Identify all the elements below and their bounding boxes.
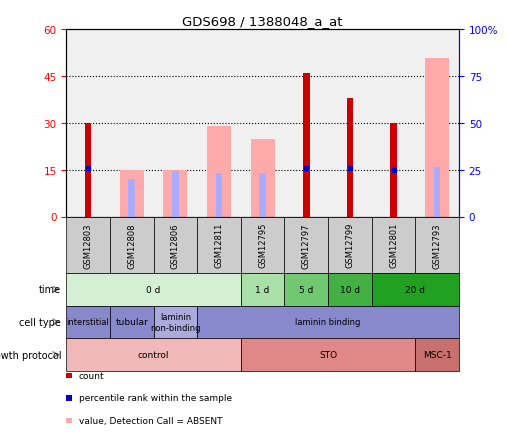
Bar: [425, 58, 448, 217]
Text: GSM12803: GSM12803: [83, 223, 93, 268]
Text: MSC-1: MSC-1: [422, 350, 450, 359]
Text: GSM12808: GSM12808: [127, 223, 136, 268]
Text: interstitial: interstitial: [67, 318, 109, 327]
Text: GSM12799: GSM12799: [345, 223, 354, 268]
Bar: [207, 127, 231, 217]
Text: GSM12801: GSM12801: [388, 223, 397, 268]
Bar: [259, 174, 265, 217]
Text: 1 d: 1 d: [255, 285, 269, 294]
Text: laminin binding: laminin binding: [295, 318, 360, 327]
Text: percentile rank within the sample: percentile rank within the sample: [78, 394, 231, 402]
Text: cell type: cell type: [19, 317, 61, 327]
Text: count: count: [78, 371, 104, 380]
Text: value, Detection Call = ABSENT: value, Detection Call = ABSENT: [78, 416, 221, 425]
Text: GSM12806: GSM12806: [171, 223, 180, 268]
Text: control: control: [137, 350, 169, 359]
Text: 20 d: 20 d: [405, 285, 425, 294]
Bar: [172, 172, 178, 217]
Bar: [84, 124, 91, 217]
Title: GDS698 / 1388048_a_at: GDS698 / 1388048_a_at: [182, 15, 342, 28]
Bar: [346, 99, 353, 217]
Text: GSM12795: GSM12795: [258, 223, 267, 268]
Bar: [250, 139, 274, 217]
Text: GSM12811: GSM12811: [214, 223, 223, 268]
Text: GSM12797: GSM12797: [301, 223, 310, 268]
Bar: [120, 170, 144, 217]
Text: laminin
non-binding: laminin non-binding: [150, 312, 200, 332]
Text: tubular: tubular: [115, 318, 148, 327]
Bar: [389, 124, 396, 217]
Bar: [215, 174, 222, 217]
Text: 0 d: 0 d: [146, 285, 160, 294]
Text: time: time: [39, 285, 61, 295]
Bar: [433, 167, 440, 217]
Bar: [128, 180, 135, 217]
Bar: [302, 74, 309, 217]
Bar: [163, 170, 187, 217]
Text: growth protocol: growth protocol: [0, 350, 61, 360]
Text: STO: STO: [319, 350, 336, 359]
Text: 10 d: 10 d: [339, 285, 359, 294]
Text: GSM12793: GSM12793: [432, 223, 441, 268]
Text: 5 d: 5 d: [298, 285, 313, 294]
